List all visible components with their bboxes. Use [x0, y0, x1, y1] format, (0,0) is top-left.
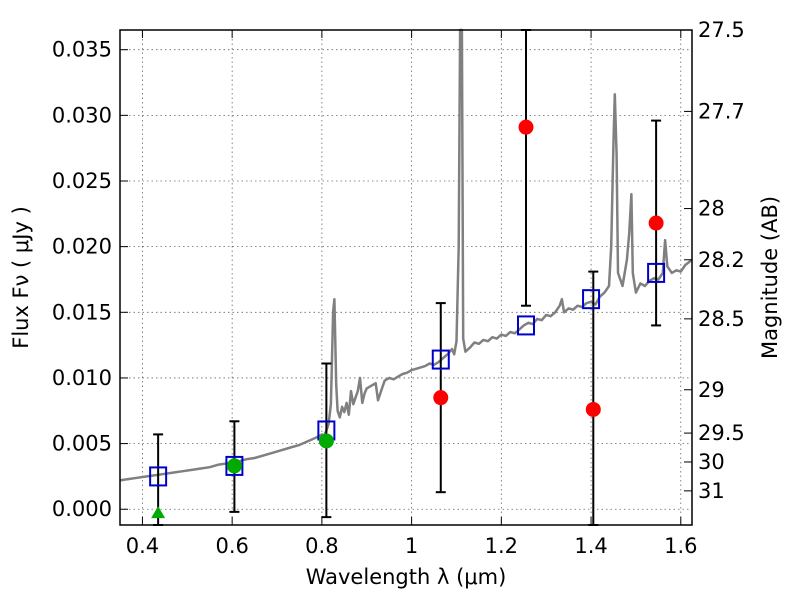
model-square-point: [647, 262, 666, 283]
y2-tick-label: 27.7: [698, 99, 745, 123]
y-tick-label: 0.025: [52, 169, 112, 193]
y2-tick-label: 28.2: [698, 248, 745, 272]
x-tick-label: 1.6: [664, 534, 697, 558]
axes-ticks: 0.4 0.6 0.8 1 1.2 1.4 1.6 0.000 0.005 0.010 0.015 0…: [52, 18, 745, 558]
y-tick-label: 0.020: [52, 235, 112, 259]
y2-tick-label: 30: [698, 450, 725, 474]
model-square-point: [517, 315, 536, 336]
detection-point: [318, 433, 334, 449]
plot-area: [119, 28, 693, 526]
y2-tick-label: 29: [698, 378, 725, 402]
grid: [120, 30, 692, 525]
spectrum-line: [119, 28, 693, 482]
upper-limit-triangle: [151, 506, 166, 519]
x-axis-label: Wavelength λ (μm): [306, 565, 507, 589]
detection-point: [226, 458, 242, 474]
y2-tick-label: 27.5: [698, 18, 745, 42]
y2-tick-label: 28: [698, 197, 725, 221]
x-tick-label: 0.8: [305, 534, 338, 558]
y2-axis-label: Magnitude (AB): [758, 196, 782, 359]
y2-tick-label: 29.5: [698, 421, 745, 445]
y-tick-label: 0.030: [52, 103, 112, 127]
y2-tick-label: 31: [698, 479, 725, 503]
y-tick-label: 0.005: [52, 432, 112, 456]
x-tick-label: 0.4: [126, 534, 159, 558]
observed-point: [433, 390, 449, 406]
observed-point: [518, 119, 534, 135]
x-tick-label: 1.4: [574, 534, 607, 558]
y-tick-label: 0.000: [52, 497, 112, 521]
model-square-point: [582, 289, 601, 310]
x-tick-label: 1.2: [485, 534, 518, 558]
y2-tick-label: 28.5: [698, 307, 745, 331]
y-tick-label: 0.015: [52, 300, 112, 324]
x-tick-label: 0.6: [215, 534, 248, 558]
y-tick-label: 0.035: [52, 38, 112, 62]
y-axis-label: Flux Fν ( μJy ): [9, 206, 33, 349]
model-square-point: [149, 466, 168, 487]
plot-frame: [119, 29, 693, 526]
observed-point: [648, 215, 664, 231]
observed-point: [585, 401, 601, 417]
y-tick-label: 0.010: [52, 366, 112, 390]
model-square-point: [225, 455, 244, 476]
x-tick-label: 1: [405, 534, 418, 558]
model-square-point: [431, 349, 450, 370]
